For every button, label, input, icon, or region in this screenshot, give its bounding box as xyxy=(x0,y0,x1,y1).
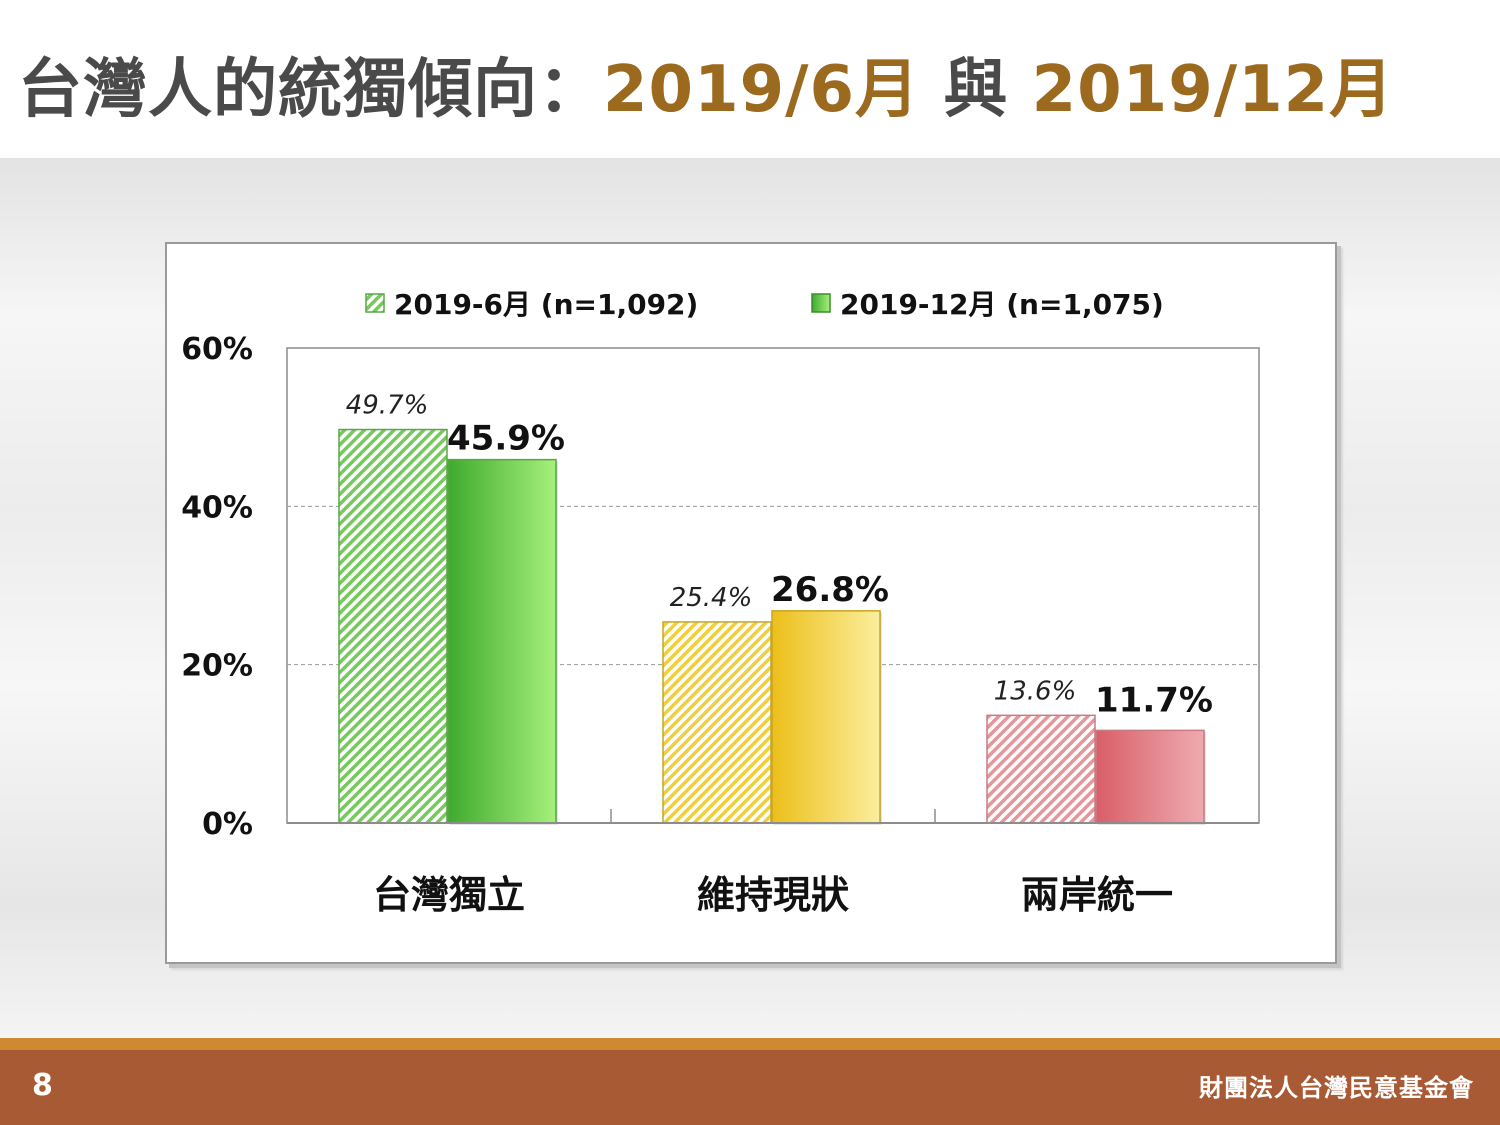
x-category-label: 兩岸統一 xyxy=(1021,873,1173,917)
title-bar: 台灣人的統獨傾向：2019/6月 與 2019/12月 xyxy=(0,0,1500,158)
data-label-dec-2019: 26.8% xyxy=(771,570,889,610)
data-label-jun-2019: 25.4% xyxy=(670,583,753,613)
bar-jun-2019 xyxy=(986,714,1096,824)
footer-bar xyxy=(0,1050,1500,1125)
bar-jun-2019 xyxy=(662,621,772,824)
data-label-jun-2019: 13.6% xyxy=(994,676,1077,706)
y-tick-label: 40% xyxy=(181,490,253,525)
bar-dec-2019 xyxy=(1095,729,1205,824)
y-tick-label: 20% xyxy=(181,649,253,684)
title-connector: 與 xyxy=(920,53,1032,127)
title-main: 台灣人的統獨傾向： xyxy=(18,53,603,127)
legend-label-dec-2019: 2019-12月 (n=1,075) xyxy=(840,288,1164,321)
title-date-1: 2019/6月 xyxy=(603,53,921,127)
title-date-2: 2019/12月 xyxy=(1031,53,1395,127)
y-tick-label: 0% xyxy=(202,807,253,842)
legend-label-jun-2019: 2019-6月 (n=1,092) xyxy=(394,288,698,321)
data-label-dec-2019: 11.7% xyxy=(1095,680,1213,720)
x-category-label: 維持現狀 xyxy=(697,873,849,917)
legend-swatch-dec-2019 xyxy=(811,293,831,313)
organization-name: 財團法人台灣民意基金會 xyxy=(1199,1074,1474,1102)
bar-dec-2019 xyxy=(771,610,881,824)
legend-swatch-jun-2019 xyxy=(365,293,385,313)
bar-dec-2019 xyxy=(447,458,557,824)
page-number: 8 xyxy=(32,1068,53,1103)
bar-jun-2019 xyxy=(338,428,448,824)
y-tick-label: 60% xyxy=(181,332,253,367)
data-label-dec-2019: 45.9% xyxy=(447,419,565,459)
page-title: 台灣人的統獨傾向：2019/6月 與 2019/12月 xyxy=(18,38,1394,130)
x-category-label: 台灣獨立 xyxy=(373,873,525,917)
footer-accent-line xyxy=(0,1038,1500,1050)
data-label-jun-2019: 49.7% xyxy=(346,391,429,421)
